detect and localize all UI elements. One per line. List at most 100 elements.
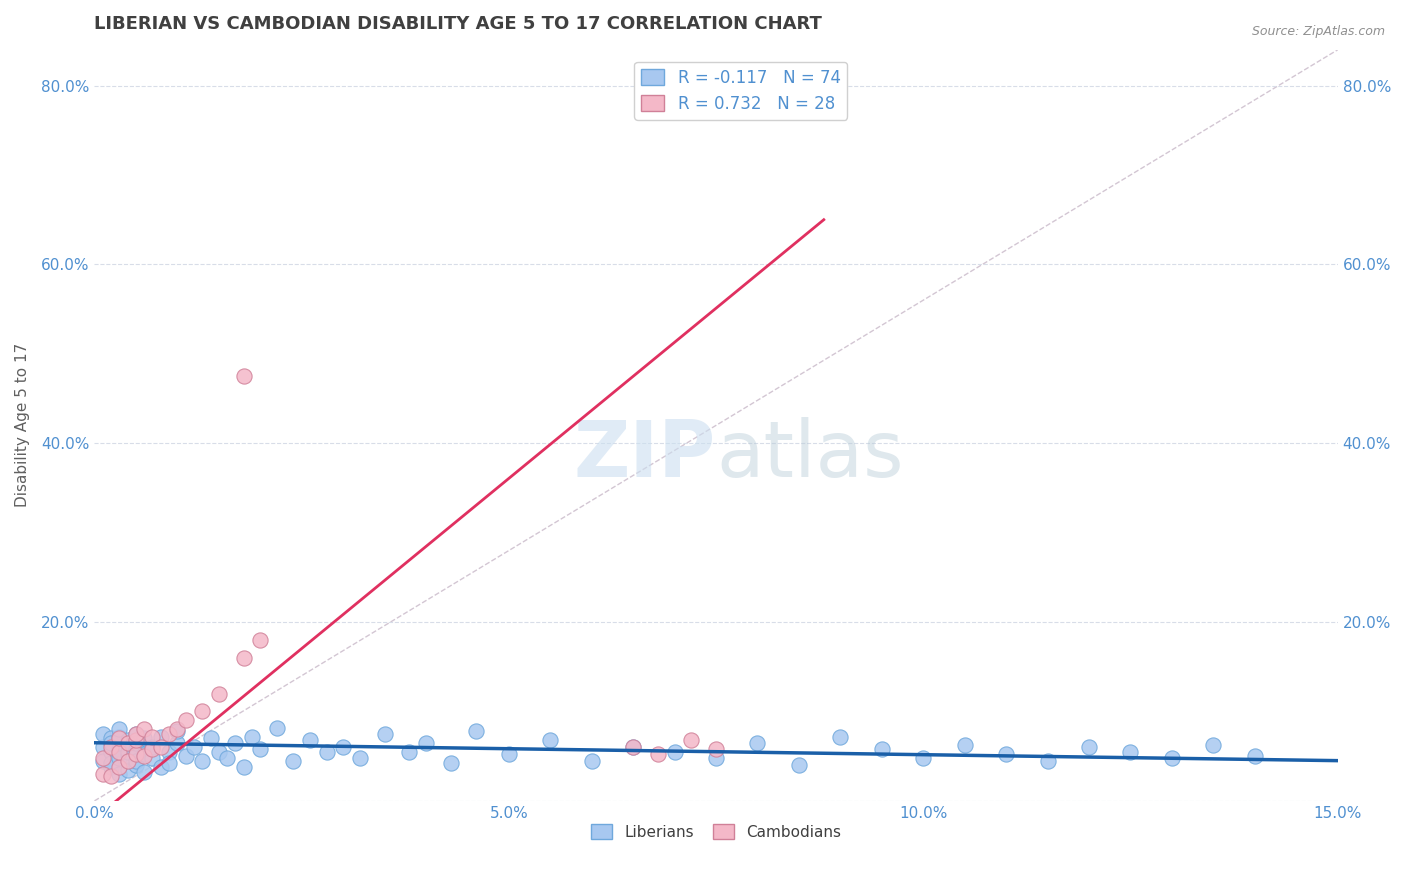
Point bbox=[315, 745, 337, 759]
Point bbox=[538, 733, 561, 747]
Point bbox=[349, 751, 371, 765]
Point bbox=[125, 747, 148, 762]
Text: atlas: atlas bbox=[716, 417, 904, 493]
Point bbox=[134, 749, 156, 764]
Point bbox=[240, 730, 263, 744]
Point bbox=[200, 731, 222, 746]
Point bbox=[704, 742, 727, 756]
Point bbox=[108, 760, 131, 774]
Point bbox=[995, 747, 1018, 762]
Legend: Liberians, Cambodians: Liberians, Cambodians bbox=[585, 818, 848, 846]
Point bbox=[232, 369, 254, 384]
Point bbox=[664, 745, 686, 759]
Point bbox=[108, 723, 131, 737]
Point bbox=[141, 740, 163, 755]
Point bbox=[498, 747, 520, 762]
Point bbox=[141, 751, 163, 765]
Point bbox=[108, 751, 131, 765]
Point bbox=[1202, 739, 1225, 753]
Point bbox=[157, 727, 180, 741]
Point bbox=[298, 733, 321, 747]
Point bbox=[166, 736, 188, 750]
Point bbox=[91, 740, 114, 755]
Point bbox=[125, 742, 148, 756]
Point bbox=[232, 650, 254, 665]
Point bbox=[249, 742, 271, 756]
Point bbox=[217, 751, 239, 765]
Point bbox=[117, 745, 139, 759]
Point bbox=[224, 736, 246, 750]
Point bbox=[108, 731, 131, 746]
Point bbox=[134, 723, 156, 737]
Point bbox=[91, 754, 114, 768]
Point bbox=[125, 736, 148, 750]
Point bbox=[149, 730, 172, 744]
Point bbox=[166, 724, 188, 739]
Point bbox=[283, 754, 305, 768]
Point bbox=[134, 765, 156, 780]
Point bbox=[174, 749, 197, 764]
Point bbox=[117, 733, 139, 747]
Point bbox=[108, 730, 131, 744]
Point bbox=[166, 723, 188, 737]
Point bbox=[912, 751, 935, 765]
Text: LIBERIAN VS CAMBODIAN DISABILITY AGE 5 TO 17 CORRELATION CHART: LIBERIAN VS CAMBODIAN DISABILITY AGE 5 T… bbox=[94, 15, 823, 33]
Point bbox=[208, 745, 231, 759]
Point bbox=[647, 747, 669, 762]
Point bbox=[174, 714, 197, 728]
Point bbox=[100, 745, 122, 759]
Point bbox=[953, 739, 976, 753]
Point bbox=[134, 747, 156, 762]
Point bbox=[117, 763, 139, 777]
Point bbox=[681, 733, 703, 747]
Point bbox=[704, 751, 727, 765]
Point bbox=[1036, 754, 1059, 768]
Point bbox=[183, 740, 205, 755]
Point bbox=[100, 756, 122, 771]
Point bbox=[157, 756, 180, 771]
Point bbox=[1243, 749, 1265, 764]
Point bbox=[125, 727, 148, 741]
Point bbox=[1119, 745, 1142, 759]
Point bbox=[332, 740, 354, 755]
Point bbox=[108, 742, 131, 756]
Point bbox=[621, 740, 644, 755]
Point bbox=[415, 736, 437, 750]
Point bbox=[249, 632, 271, 647]
Point bbox=[117, 736, 139, 750]
Point bbox=[125, 727, 148, 741]
Point bbox=[374, 727, 396, 741]
Point bbox=[266, 721, 288, 735]
Point bbox=[141, 730, 163, 744]
Point bbox=[117, 749, 139, 764]
Text: Source: ZipAtlas.com: Source: ZipAtlas.com bbox=[1251, 25, 1385, 38]
Point bbox=[141, 742, 163, 756]
Point bbox=[91, 751, 114, 765]
Y-axis label: Disability Age 5 to 17: Disability Age 5 to 17 bbox=[15, 343, 30, 508]
Point bbox=[149, 760, 172, 774]
Point bbox=[100, 769, 122, 783]
Point bbox=[581, 754, 603, 768]
Point bbox=[232, 760, 254, 774]
Point bbox=[787, 758, 810, 772]
Point bbox=[91, 767, 114, 781]
Point bbox=[100, 760, 122, 774]
Point bbox=[1160, 751, 1182, 765]
Text: ZIP: ZIP bbox=[574, 417, 716, 493]
Point bbox=[134, 731, 156, 746]
Point bbox=[464, 724, 486, 739]
Point bbox=[91, 727, 114, 741]
Point bbox=[117, 739, 139, 753]
Point bbox=[1078, 740, 1101, 755]
Point bbox=[125, 758, 148, 772]
Point bbox=[108, 745, 131, 759]
Point bbox=[149, 740, 172, 755]
Point bbox=[191, 754, 214, 768]
Point bbox=[157, 745, 180, 759]
Point bbox=[125, 754, 148, 768]
Point bbox=[440, 756, 463, 771]
Point bbox=[100, 740, 122, 755]
Point bbox=[870, 742, 893, 756]
Point bbox=[830, 730, 852, 744]
Point bbox=[108, 767, 131, 781]
